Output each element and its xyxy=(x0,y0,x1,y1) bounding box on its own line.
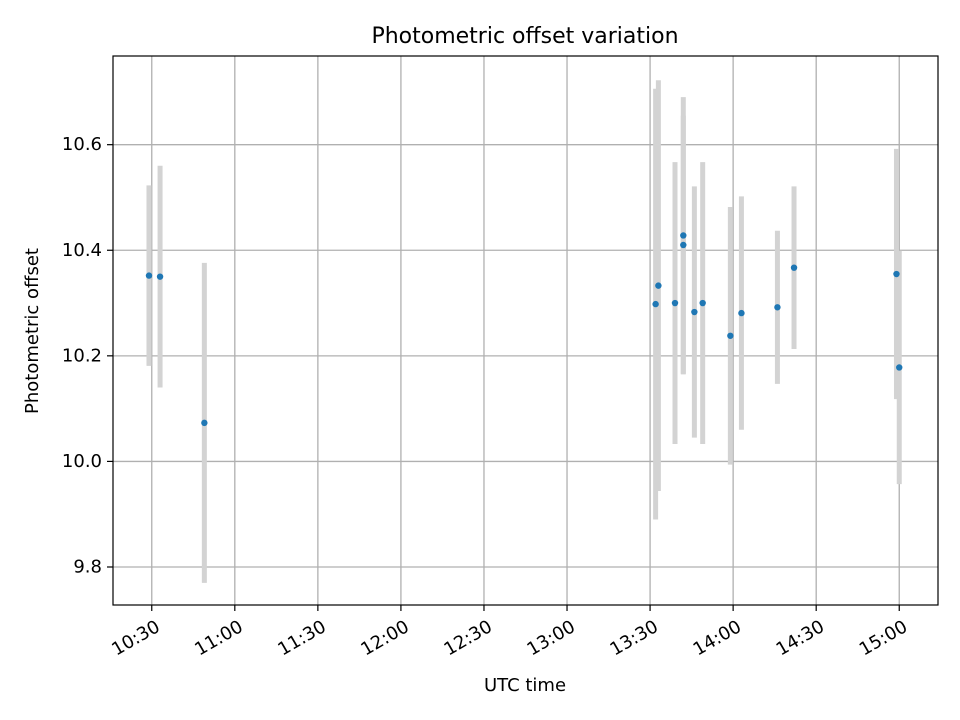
y-tick-label: 10.4 xyxy=(62,240,102,261)
point-layer xyxy=(145,232,903,427)
data-point xyxy=(156,273,164,280)
data-point xyxy=(738,309,745,317)
data-point xyxy=(727,332,734,339)
data-point xyxy=(680,241,687,249)
chart-title: Photometric offset variation xyxy=(371,24,678,49)
x-tick-label: 14:30 xyxy=(773,616,828,660)
errorbar-layer xyxy=(146,80,902,583)
x-axis-label: UTC time xyxy=(484,675,566,696)
data-point xyxy=(790,264,798,271)
x-tick-label: 14:00 xyxy=(690,616,745,660)
data-point xyxy=(652,300,659,308)
y-tick-label: 9.8 xyxy=(73,556,102,577)
grid-layer xyxy=(113,56,938,605)
y-tick-label: 10.2 xyxy=(62,345,102,366)
x-tick-label: 11:30 xyxy=(274,616,329,660)
data-point xyxy=(680,232,687,239)
x-tick-label: 13:30 xyxy=(607,616,662,660)
data-point xyxy=(145,272,153,279)
plot-frame xyxy=(112,55,939,606)
y-tick-label: 10.6 xyxy=(62,134,102,155)
data-point xyxy=(671,299,679,307)
tick-layer: 10:30 11:00 11:30 12:00 12:30 13:00 13:30 14:00… xyxy=(62,134,911,660)
x-tick-label: 10:30 xyxy=(108,616,163,660)
data-point xyxy=(201,419,208,427)
x-tick-label: 11:00 xyxy=(191,616,246,660)
y-tick-label: 10.0 xyxy=(62,451,102,472)
data-point xyxy=(655,282,662,289)
x-tick-label: 13:00 xyxy=(524,616,579,660)
x-tick-label: 15:00 xyxy=(856,616,911,660)
x-tick-label: 12:30 xyxy=(440,616,495,660)
data-point xyxy=(691,308,698,316)
data-point xyxy=(774,304,781,311)
y-axis-label: Photometric offset xyxy=(22,248,43,414)
x-tick-label: 12:00 xyxy=(357,616,412,660)
data-point xyxy=(893,270,900,278)
data-point xyxy=(699,299,706,307)
data-point xyxy=(896,364,903,371)
